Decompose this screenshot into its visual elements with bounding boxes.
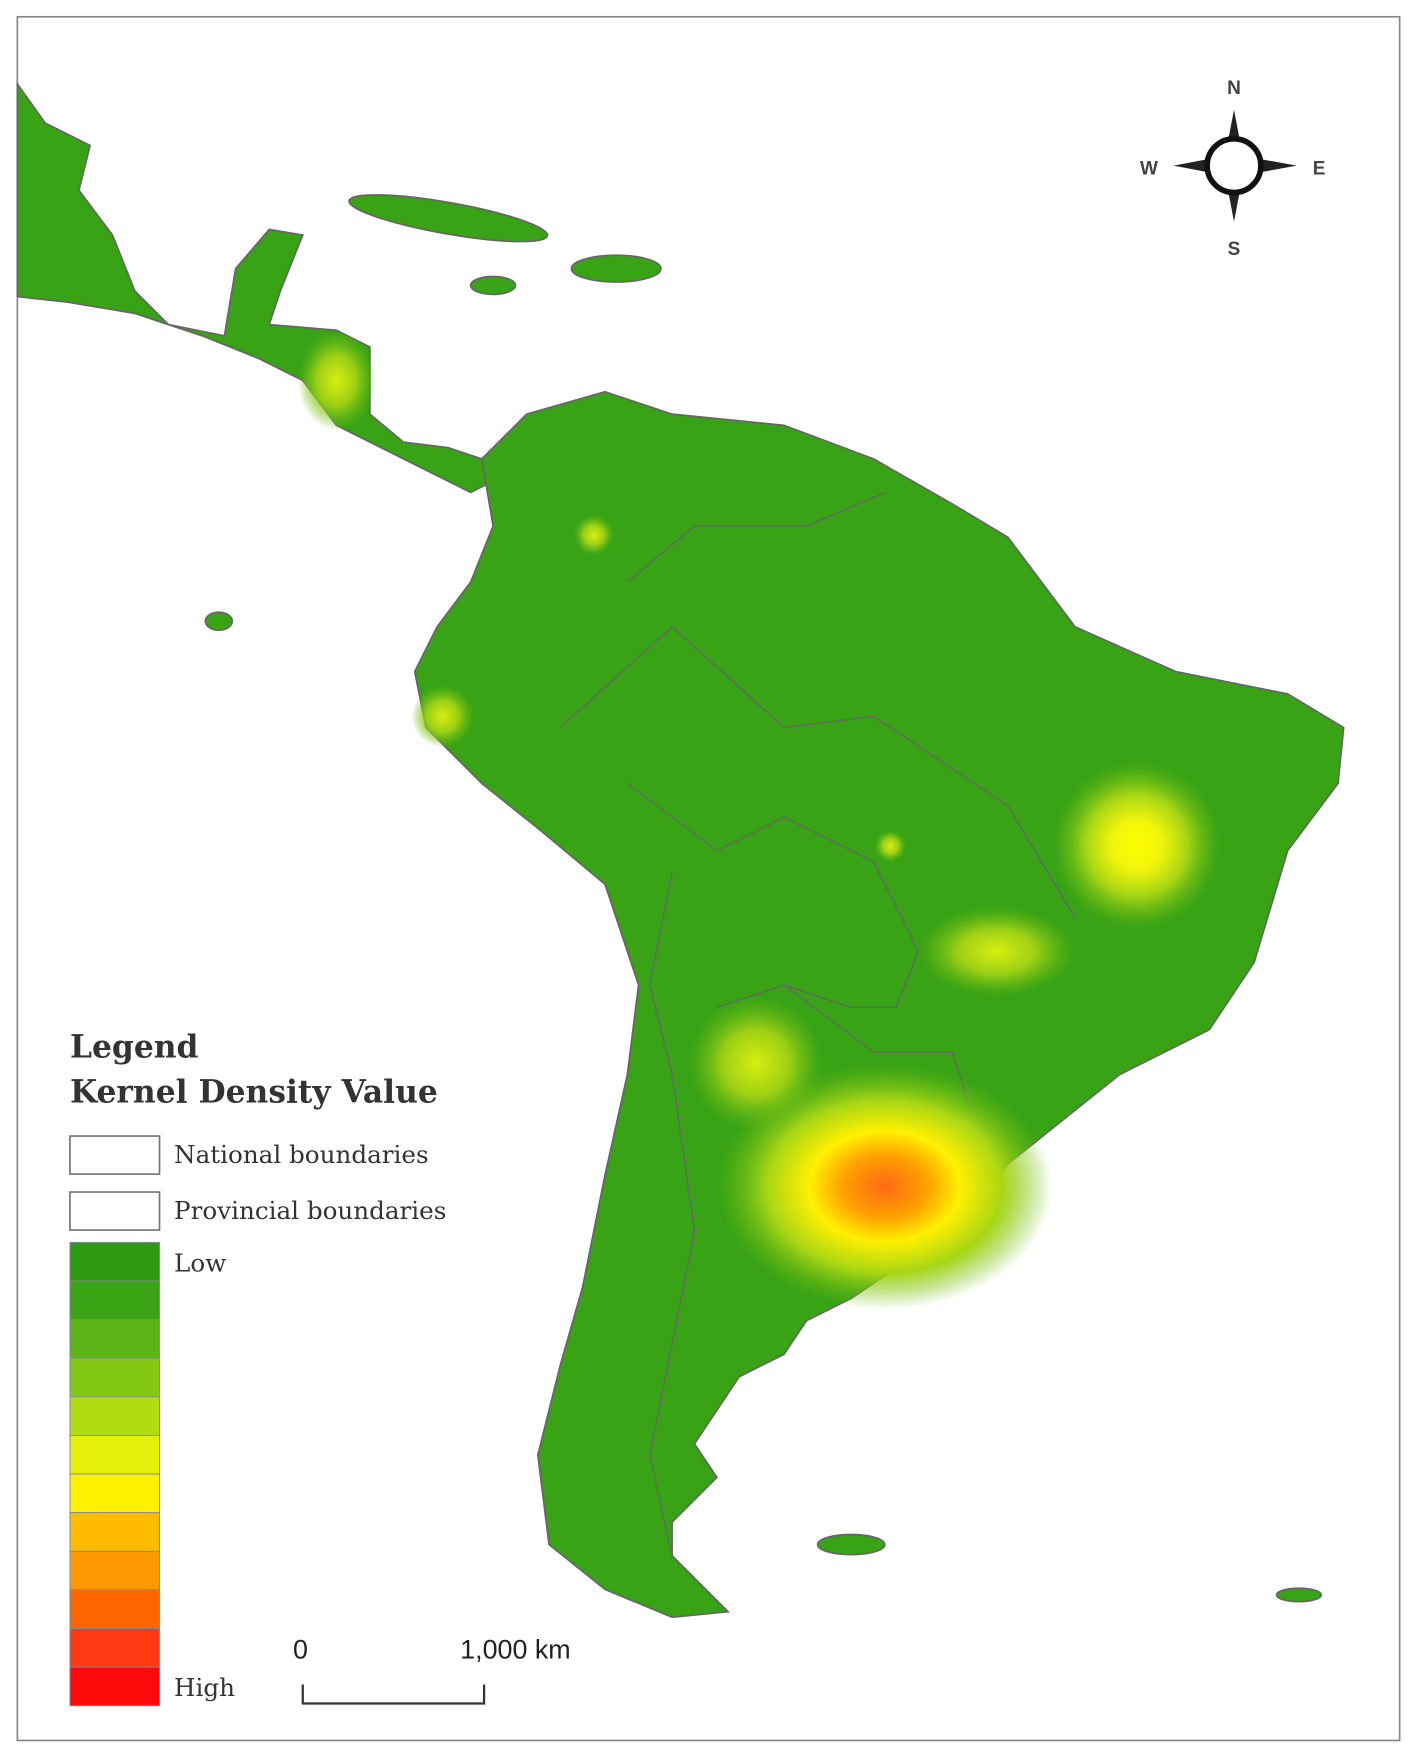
ramp-swatch (69, 1396, 160, 1436)
island (1275, 1587, 1323, 1603)
ramp-swatch (69, 1473, 160, 1514)
ramp-swatch (69, 1666, 160, 1707)
island (348, 194, 549, 243)
ramp-swatch (69, 1628, 160, 1668)
hotspot (573, 514, 614, 556)
landmass (16, 81, 1345, 1619)
ramp-swatch (69, 1589, 160, 1629)
island (204, 611, 234, 631)
legend-subtitle: Kernel Density Value (70, 1074, 438, 1110)
island (816, 1533, 886, 1556)
ramp-swatch (69, 1550, 160, 1591)
hotspot (1052, 761, 1221, 929)
hotspot (716, 1063, 1053, 1310)
hotspot (297, 330, 376, 431)
compass-label: W (1140, 159, 1158, 180)
south-america (413, 390, 1345, 1619)
boundary-swatch (69, 1191, 161, 1231)
ramp-label: Low (174, 1248, 226, 1277)
density-hotspots (297, 330, 1221, 1310)
boundary-label: Provincial boundaries (174, 1196, 446, 1225)
ramp-swatch (69, 1280, 160, 1321)
ramp-swatch (69, 1512, 160, 1552)
legend: Legend Kernel Density Value National bou… (69, 1030, 446, 1707)
compass-label: N (1227, 78, 1241, 99)
compass-ring (1204, 135, 1264, 196)
hotspot (918, 906, 1076, 997)
central-america (16, 81, 495, 494)
scale-bar: 0 1,000 km (293, 1635, 571, 1705)
scale-line (301, 1684, 486, 1705)
hotspot (688, 996, 824, 1131)
ramp-swatch (69, 1319, 160, 1359)
island (570, 254, 662, 283)
boundary-label: National boundaries (174, 1140, 429, 1169)
ramp-label: High (174, 1673, 235, 1702)
hotspot (874, 830, 907, 862)
compass-label: S (1228, 239, 1241, 260)
ramp-swatch (69, 1435, 160, 1475)
compass-label: E (1313, 159, 1326, 180)
ramp-swatch (69, 1357, 160, 1398)
scale-label: 1,000 km (460, 1635, 570, 1665)
compass: N S W E (1140, 78, 1325, 260)
legend-title: Legend (70, 1030, 199, 1066)
island (469, 275, 517, 296)
boundary-swatch (69, 1135, 161, 1175)
hotspot (411, 684, 475, 748)
ramp-swatch (69, 1241, 160, 1282)
scale-label: 0 (293, 1635, 308, 1665)
